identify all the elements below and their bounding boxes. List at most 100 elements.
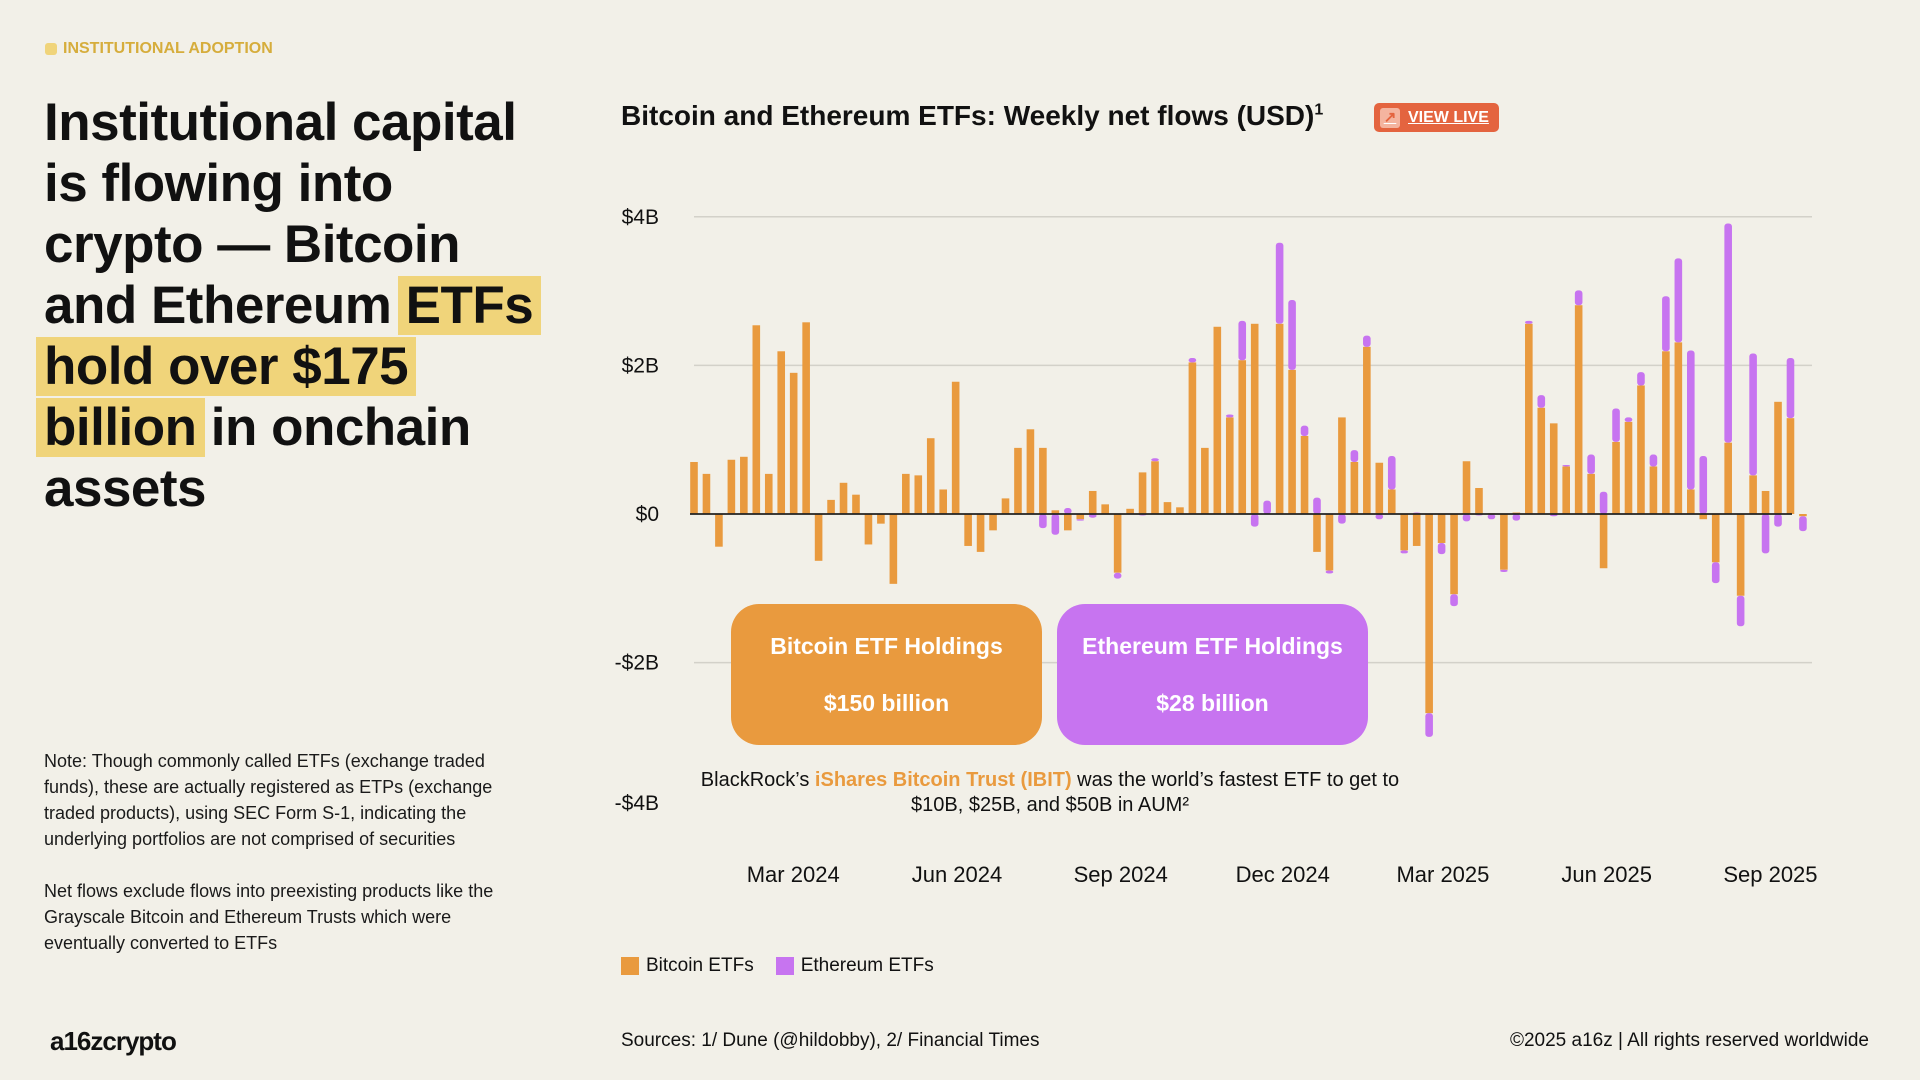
bitcoin-bar: [902, 473, 910, 514]
headline-part: Institutional capital is flowing into cr…: [44, 93, 517, 335]
week-bar: [1599, 491, 1608, 569]
bitcoin-bar: [1151, 461, 1159, 514]
week-bar: [1126, 508, 1134, 514]
x-tick-label: Mar 2025: [1396, 862, 1489, 887]
ethereum-bar: [1188, 357, 1197, 363]
bitcoin-bar: [702, 473, 711, 514]
bitcoin-bar: [864, 514, 873, 545]
ethereum-bar: [1462, 514, 1471, 522]
ethereum-bar: [1525, 320, 1533, 324]
week-bar: [752, 325, 761, 514]
bitcoin-bar: [1225, 417, 1234, 514]
week-bar: [1724, 223, 1732, 514]
bitcoin-bar: [1338, 417, 1346, 514]
note-paragraph: Note: Though commonly called ETFs (excha…: [44, 751, 493, 849]
week-bar: [1151, 458, 1159, 514]
ethereum-bar: [1275, 242, 1284, 324]
bitcoin-bar: [1126, 508, 1134, 514]
ethereum-bar: [1512, 514, 1521, 521]
ethereum-bar: [1300, 425, 1309, 436]
x-tick-label: Sep 2025: [1723, 862, 1817, 887]
bitcoin-bar: [964, 514, 972, 546]
bitcoin-bar: [1587, 473, 1595, 514]
legend-swatch: [775, 957, 794, 975]
bitcoin-bar: [1188, 362, 1197, 514]
chart-legend: Bitcoin ETFs Ethereum ETFs: [621, 955, 934, 977]
bitcoin-bar: [740, 456, 748, 514]
week-bar: [1350, 450, 1359, 514]
week-bar: [1500, 514, 1508, 572]
week-bar: [1462, 461, 1471, 522]
week-bar: [727, 459, 736, 514]
ethereum-bar: [1786, 357, 1795, 419]
view-live-label: VIEW LIVE: [1408, 108, 1489, 126]
bitcoin-bar: [1799, 514, 1807, 517]
week-bar: [1188, 357, 1197, 514]
bitcoin-bar: [1064, 514, 1072, 531]
week-bar: [976, 514, 985, 552]
chart-title-text: Bitcoin and Ethereum ETFs: Weekly net fl…: [621, 100, 1315, 131]
bitcoin-bar: [1537, 407, 1546, 514]
week-bar: [1113, 514, 1122, 579]
ethereum-bar: [1711, 562, 1720, 584]
week-bar: [1051, 510, 1060, 535]
week-bar: [1437, 514, 1446, 555]
week-bar: [1325, 514, 1334, 574]
ethereum-bar: [1113, 572, 1122, 579]
ethereum-bar: [1749, 353, 1757, 476]
bitcoin-bar: [1649, 466, 1658, 514]
bitcoin-bar: [1525, 323, 1533, 514]
bitcoin-bar: [926, 438, 935, 514]
week-bar: [877, 514, 885, 524]
bitcoin-bar: [1500, 514, 1508, 570]
ethereum-bar: [1687, 350, 1695, 490]
callout-title: Ethereum ETF Holdings: [1082, 632, 1343, 659]
ethereum-bar: [1674, 258, 1683, 343]
bitcoin-bar: [1749, 475, 1757, 514]
week-bar: [1699, 456, 1708, 520]
ibit-link[interactable]: iShares Bitcoin Trust (IBIT): [814, 769, 1072, 791]
week-bar: [1387, 456, 1396, 514]
bitcoin-bar: [1450, 514, 1458, 595]
week-bar: [939, 489, 947, 514]
week-bar: [1238, 320, 1247, 514]
week-bar: [1549, 423, 1558, 517]
ethereum-bar: [1599, 491, 1608, 514]
bitcoin-bar: [1699, 514, 1708, 520]
y-tick-label: $4B: [622, 206, 659, 229]
bitcoin-bar: [889, 514, 898, 584]
ethereum-bar: [1288, 300, 1296, 370]
bitcoin-bar: [951, 381, 960, 514]
week-bar: [1225, 414, 1234, 514]
bitcoin-bar: [1599, 514, 1608, 569]
ethereum-bar: [1363, 335, 1371, 347]
section-tag: INSTITUTIONAL ADOPTION: [45, 40, 273, 58]
week-bar: [1786, 357, 1795, 514]
ethereum-bar: [1437, 542, 1446, 555]
ethereum-bar: [1574, 290, 1583, 306]
bitcoin-bar: [1774, 401, 1782, 514]
week-bar: [839, 482, 848, 514]
footnote: Note: Though commonly called ETFs (excha…: [44, 748, 504, 982]
bitcoin-bar: [1687, 489, 1695, 514]
week-bar: [1774, 401, 1782, 527]
bitcoin-bar: [814, 514, 823, 561]
ethereum-bar: [1662, 296, 1670, 352]
bitcoin-bar: [1637, 385, 1645, 514]
ethereum-bar: [1724, 223, 1732, 443]
copyright: ©2025 a16z | All rights reserved worldwi…: [1509, 1030, 1869, 1051]
week-bar: [852, 494, 860, 514]
view-live-button[interactable]: ↗ VIEW LIVE: [1374, 103, 1499, 132]
ethereum-bar: [1387, 456, 1396, 490]
week-bar: [1587, 454, 1595, 514]
bitcoin-bar: [1711, 514, 1720, 563]
week-bar: [764, 473, 773, 514]
week-bar: [1799, 514, 1807, 532]
bitcoin-holdings-callout: Bitcoin ETF Holdings $150 billion: [731, 604, 1042, 745]
week-bar: [1562, 464, 1570, 514]
week-bar: [1749, 353, 1757, 514]
ethereum-bar: [1562, 464, 1570, 467]
bitcoin-bar: [939, 489, 947, 514]
bitcoin-bar: [1026, 429, 1035, 514]
ethereum-bar: [1537, 395, 1546, 408]
